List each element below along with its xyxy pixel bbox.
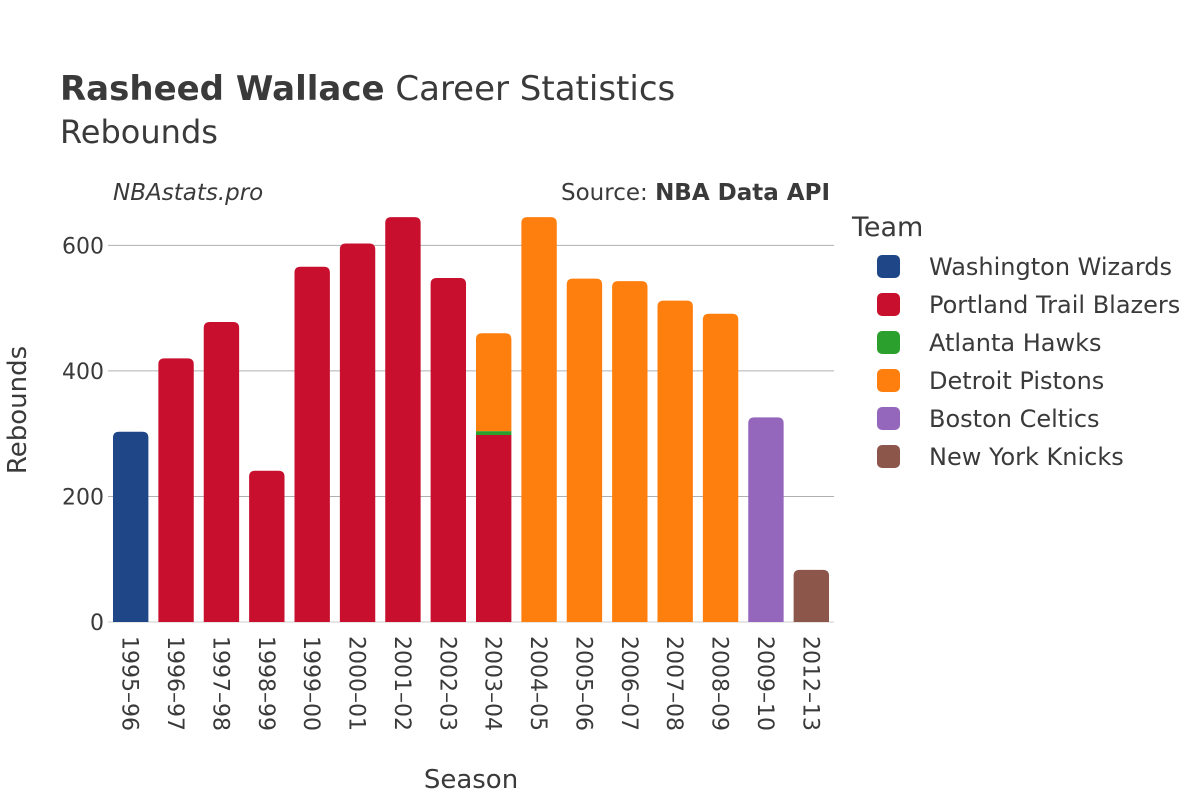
y-tick-label: 200 xyxy=(62,485,104,510)
y-axis-title: Rebounds xyxy=(3,346,33,474)
y-axis-ticks: 0 200 400 600 xyxy=(62,234,104,636)
legend-item: Detroit Pistons xyxy=(877,367,1104,395)
source-prefix: Source: xyxy=(561,180,655,206)
legend-label: Atlanta Hawks xyxy=(929,329,1102,357)
chart-title-rest: Career Statistics xyxy=(385,69,676,109)
x-tick-label: 2000–01 xyxy=(344,636,369,731)
legend-swatch xyxy=(877,255,900,278)
legend-label: New York Knicks xyxy=(929,443,1124,471)
bar-segment xyxy=(566,278,603,622)
x-tick-label: 1995–96 xyxy=(117,636,142,731)
x-tick-label: 2007–08 xyxy=(661,636,686,731)
bar-segment xyxy=(793,569,830,622)
legend-swatch xyxy=(877,445,900,468)
bar-segment xyxy=(748,417,784,622)
bars xyxy=(112,217,830,623)
legend-label: Portland Trail Blazers xyxy=(929,291,1180,319)
legend-label: Detroit Pistons xyxy=(929,367,1104,395)
x-tick-label: 2012–13 xyxy=(797,636,822,731)
x-tick-label: 2003–04 xyxy=(480,636,505,731)
x-tick-label: 2008–09 xyxy=(707,636,732,731)
legend-label: Washington Wizards xyxy=(929,253,1172,281)
x-tick-label: 2009–10 xyxy=(752,636,777,731)
legend: Washington Wizards Portland Trail Blazers… xyxy=(877,253,1180,471)
x-axis-ticks: 1995–96 1996–97 1997–98 1998–99 1999–00 2000–… xyxy=(117,636,823,731)
legend-label: Boston Celtics xyxy=(929,405,1100,433)
bar-segment xyxy=(475,431,512,435)
bar-segment xyxy=(430,278,467,622)
bar-segment xyxy=(112,431,149,622)
y-tick-label: 400 xyxy=(62,360,104,385)
legend-item: Portland Trail Blazers xyxy=(877,291,1180,319)
legend-title: Team xyxy=(851,212,923,243)
x-tick-label: 2006–07 xyxy=(616,636,641,731)
x-tick-label: 1998–99 xyxy=(253,636,278,731)
x-tick-label: 2005–06 xyxy=(570,636,595,731)
x-tick-label: 2001–02 xyxy=(389,636,414,731)
x-tick-label: 1997–98 xyxy=(207,636,232,731)
legend-swatch xyxy=(877,369,900,392)
legend-item: New York Knicks xyxy=(877,443,1124,471)
watermark: NBAstats.pro xyxy=(113,180,263,206)
y-tick-label: 600 xyxy=(62,234,104,259)
bar-segment xyxy=(158,358,194,622)
legend-item: Atlanta Hawks xyxy=(877,329,1102,357)
source-label: Source: NBA Data API xyxy=(561,180,830,206)
y-tick-label: 0 xyxy=(90,611,104,636)
bar-segment xyxy=(702,313,739,622)
legend-swatch xyxy=(877,407,900,430)
bar-segment xyxy=(339,243,376,623)
bar-segment xyxy=(612,281,648,622)
bar-segment xyxy=(475,434,512,622)
bar-segment xyxy=(203,321,240,622)
bar-segment xyxy=(521,217,557,622)
bar-segment xyxy=(249,470,285,622)
x-tick-label: 2002–03 xyxy=(434,636,459,731)
x-tick-label: 1996–97 xyxy=(162,636,187,731)
legend-swatch xyxy=(877,331,900,354)
x-axis-title: Season xyxy=(424,765,518,795)
bar-segment xyxy=(657,300,693,622)
legend-swatch xyxy=(877,293,900,316)
source-name: NBA Data API xyxy=(655,180,830,206)
bar-segment xyxy=(385,217,421,622)
legend-item: Washington Wizards xyxy=(877,253,1172,281)
chart-title: Rasheed Wallace Career Statistics xyxy=(60,69,675,109)
bar-segment xyxy=(475,333,512,432)
x-tick-label: 2004–05 xyxy=(525,636,550,731)
x-tick-label: 1999–00 xyxy=(298,636,323,731)
bar-segment xyxy=(294,266,330,622)
chart-subtitle: Rebounds xyxy=(60,113,218,151)
chart-title-player: Rasheed Wallace xyxy=(60,69,385,109)
legend-item: Boston Celtics xyxy=(877,405,1100,433)
